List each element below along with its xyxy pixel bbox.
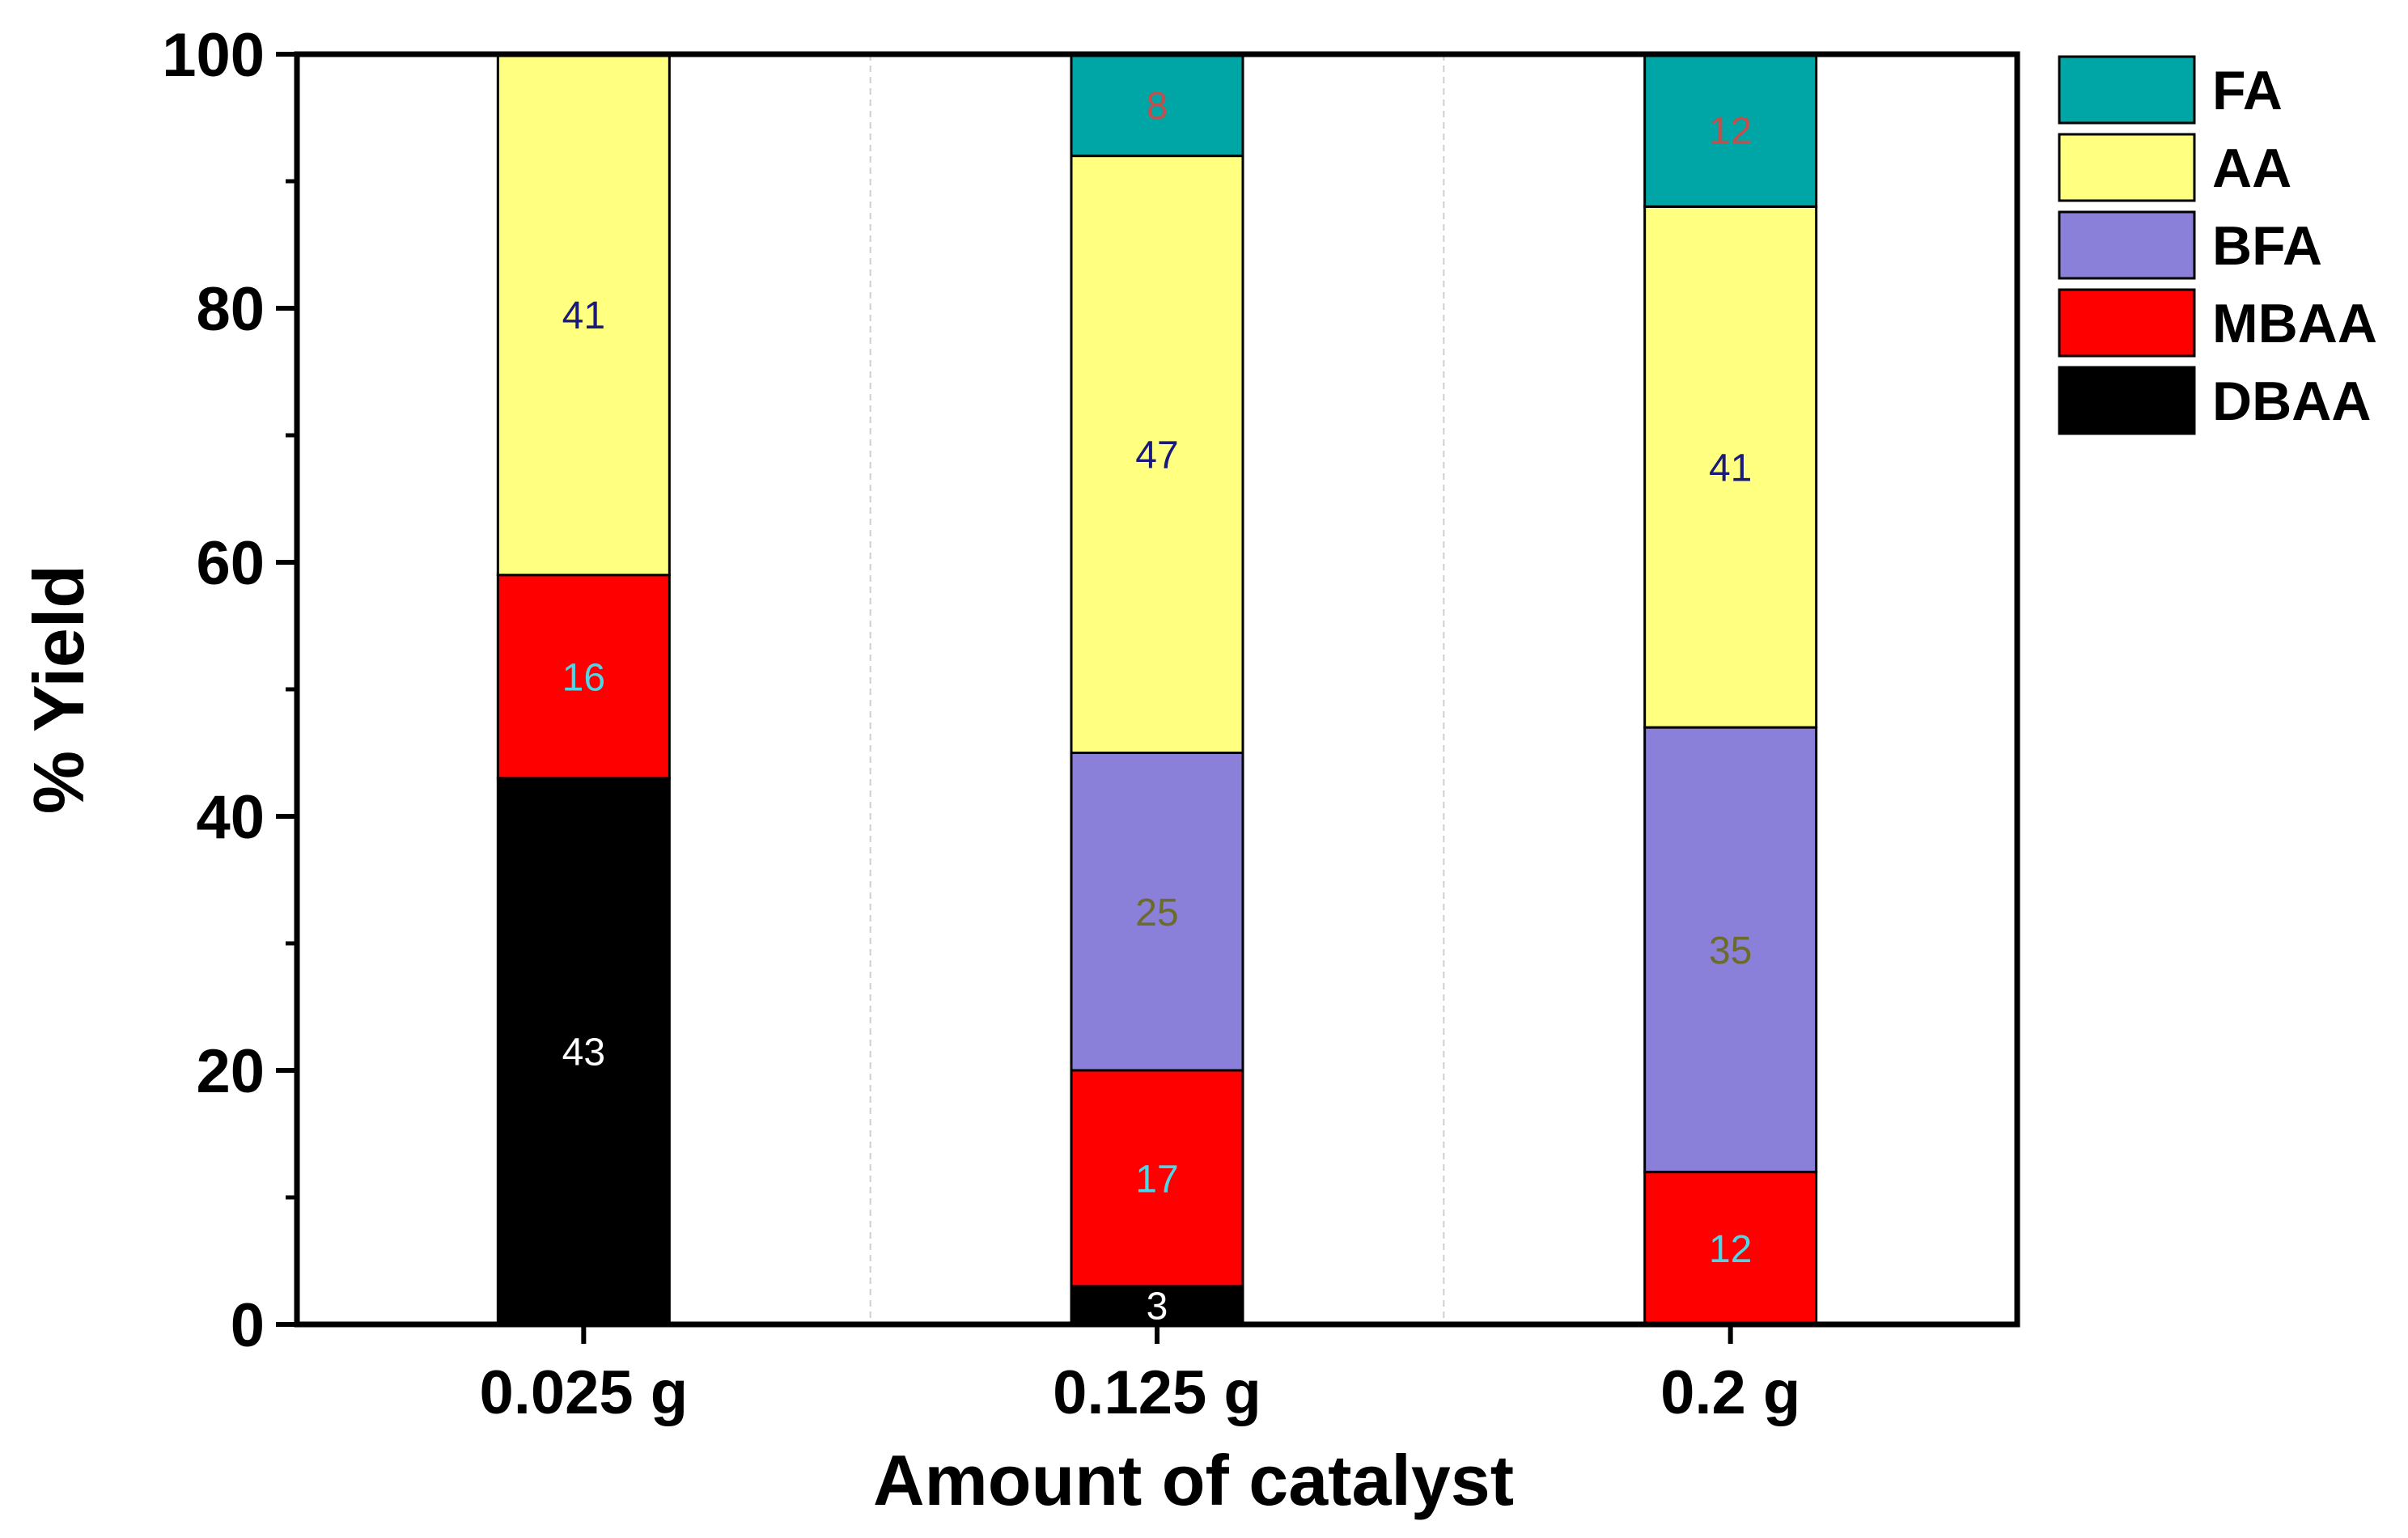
- bar-segment-aa: [1070, 155, 1244, 755]
- data-label-mbaa: 17: [1135, 1158, 1178, 1201]
- y-tick-label: 40: [196, 783, 265, 852]
- y-tick-label: 60: [196, 529, 265, 598]
- x-axis-title: Amount of catalyst: [873, 1440, 1514, 1520]
- x-axis: 0.025 g 0.125 g 0.2 g: [479, 1324, 1800, 1427]
- bar-segment-mbaa: [1070, 1069, 1244, 1288]
- y-axis-title: % Yield: [19, 565, 99, 814]
- legend-swatch-dbaa: [2058, 366, 2196, 435]
- legend: FA AA BFA MBAA DBAA: [2058, 55, 2377, 435]
- data-label-mbaa: 12: [1709, 1228, 1752, 1271]
- legend-label-dbaa: DBAA: [2212, 371, 2371, 432]
- data-label-dbaa: 43: [562, 1031, 605, 1074]
- y-tick-label: 100: [162, 21, 265, 90]
- bar-segment-fa: [1643, 53, 1818, 208]
- data-label-mbaa: 16: [562, 656, 605, 699]
- data-label-fa: 8: [1147, 85, 1168, 128]
- bar-segment-bfa: [1643, 726, 1818, 1174]
- bar-segment-mbaa: [1643, 1171, 1818, 1326]
- bar-segment-aa: [496, 53, 671, 577]
- bar-segment-bfa: [1070, 752, 1244, 1072]
- data-label-aa: 47: [1135, 434, 1178, 477]
- legend-swatch-aa: [2058, 133, 2196, 202]
- legend-label-mbaa: MBAA: [2212, 293, 2377, 354]
- segment-labels: 43 16 41 3 17 25 47 8 12 35 41 12: [562, 85, 1753, 1328]
- data-label-aa: 41: [1709, 447, 1752, 489]
- legend-label-aa: AA: [2212, 138, 2291, 199]
- data-label-fa: 12: [1709, 110, 1752, 153]
- data-label-aa: 41: [562, 294, 605, 337]
- bar-segment-aa: [1643, 205, 1818, 729]
- legend-swatch-mbaa: [2058, 288, 2196, 358]
- y-axis: 0 20 40 60 80 100: [162, 21, 297, 1360]
- y-tick-label: 0: [231, 1291, 265, 1360]
- bar-segment-dbaa: [496, 777, 671, 1326]
- x-tick-label: 0.2 g: [1660, 1358, 1800, 1427]
- y-tick-label: 80: [196, 275, 265, 344]
- legend-label-bfa: BFA: [2212, 215, 2322, 277]
- bars: [496, 53, 1818, 1326]
- bar-segment-fa: [1070, 53, 1244, 158]
- data-label-dbaa: 3: [1147, 1285, 1168, 1328]
- legend-label-fa: FA: [2212, 60, 2283, 121]
- data-label-bfa: 35: [1709, 930, 1752, 972]
- y-tick-label: 20: [196, 1037, 265, 1106]
- x-tick-label: 0.125 g: [1053, 1358, 1261, 1427]
- category-separators: [869, 54, 1445, 1324]
- legend-swatch-bfa: [2058, 210, 2196, 280]
- legend-swatch-fa: [2058, 55, 2196, 125]
- data-label-bfa: 25: [1135, 892, 1178, 934]
- x-tick-label: 0.025 g: [479, 1358, 688, 1427]
